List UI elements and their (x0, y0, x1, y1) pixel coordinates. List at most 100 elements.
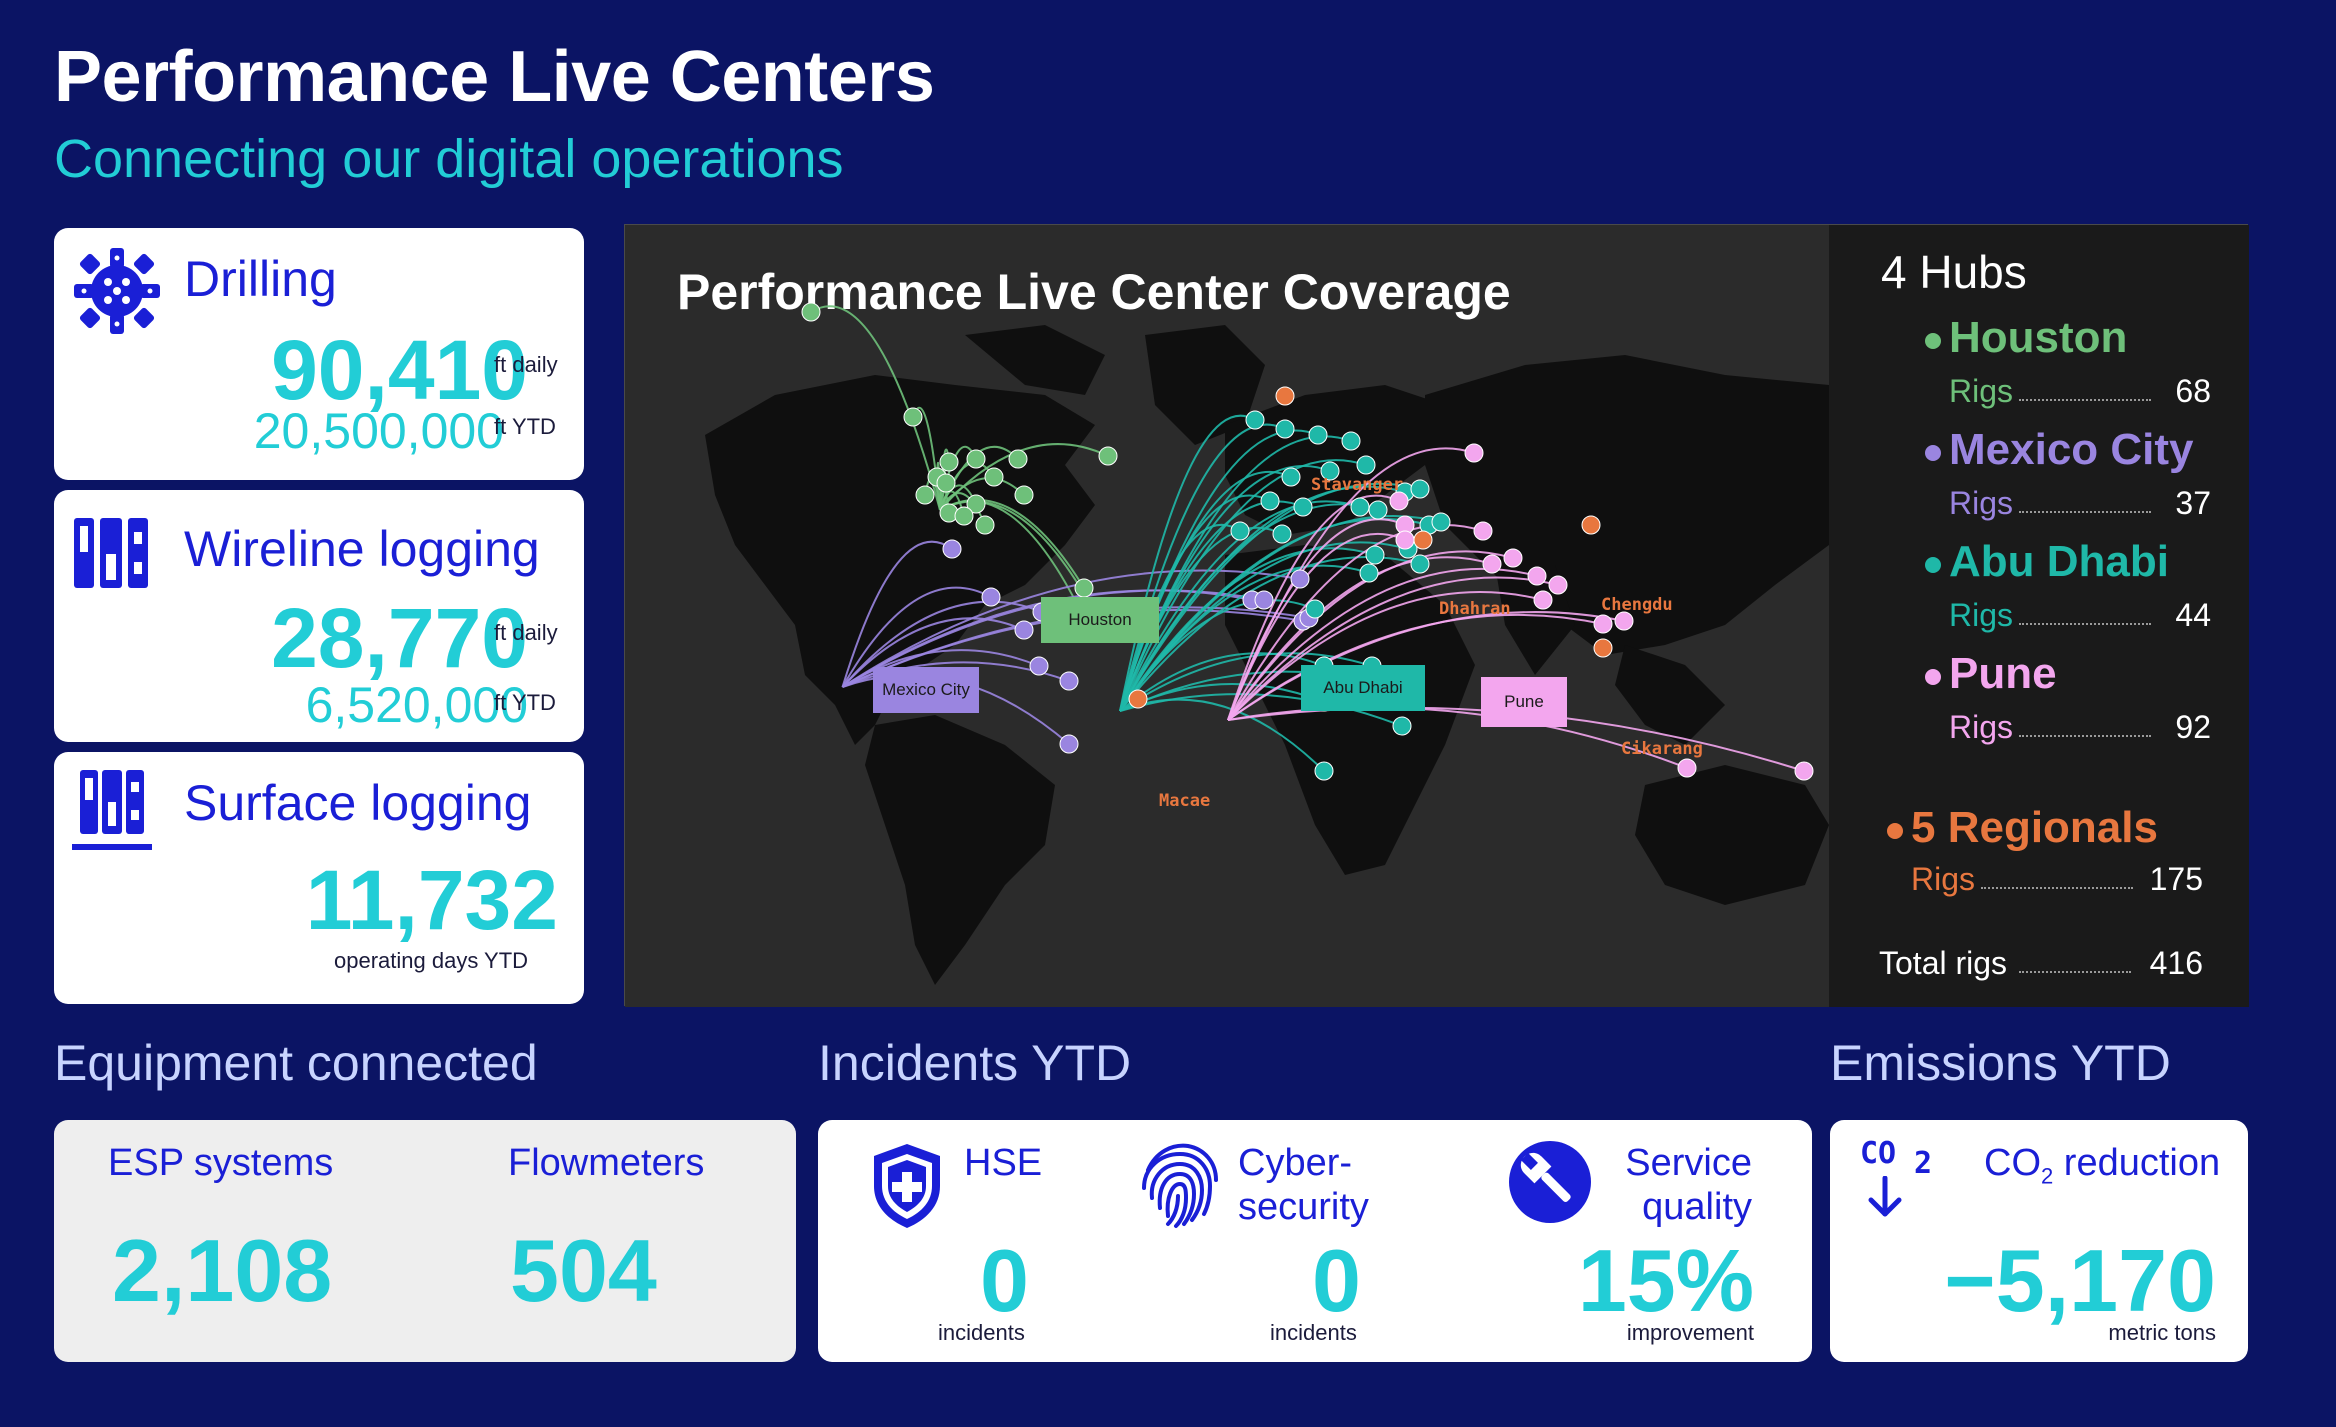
rig-point (1014, 485, 1034, 505)
route-line (1119, 485, 1406, 712)
rig-point (1230, 521, 1250, 541)
co2-label-prefix: CO (1984, 1142, 2041, 1184)
cyber-value: 0 (1312, 1231, 1361, 1330)
emissions-card: CO 2 CO2 reduction −5,170 metric tons (1830, 1120, 2248, 1362)
rig-point (1533, 590, 1553, 610)
route-line (1119, 652, 1373, 712)
rig-point (1008, 449, 1028, 469)
rig-point (1341, 431, 1361, 451)
rig-point (1464, 443, 1484, 463)
drilling-card: Drilling 90,410 ft daily 20,500,000 ft Y… (54, 228, 584, 480)
rig-point (1308, 425, 1328, 445)
rig-point (1359, 563, 1379, 583)
route-line (939, 500, 1082, 613)
rig-point (1677, 758, 1697, 778)
route-line (1227, 494, 1400, 721)
rig-point (1074, 578, 1094, 598)
rig-point (1431, 512, 1451, 532)
rig-point (1614, 611, 1634, 631)
rig-point (1581, 515, 1601, 535)
surface-unit: operating days YTD (334, 948, 529, 973)
rig-point (939, 452, 959, 472)
route-line (1227, 591, 1544, 721)
route-line (1227, 532, 1406, 721)
mexico-city-leader (2019, 511, 2151, 513)
regionals-rigs-value: 175 (2149, 861, 2203, 897)
houston-hub-label: Houston (1041, 597, 1159, 643)
route-line (1119, 482, 1421, 712)
rig-point (1281, 467, 1301, 487)
route-line (1119, 693, 1403, 727)
rig-point (1395, 530, 1415, 550)
route-line (841, 586, 992, 688)
abu-dhabi-dot (1925, 557, 1941, 573)
rig-point (1593, 614, 1613, 634)
rig-point (966, 449, 986, 469)
equipment-section-title: Equipment connected (54, 1035, 538, 1091)
page-subtitle: Connecting our digital operations (54, 129, 844, 189)
rig-point (1254, 590, 1274, 610)
rig-point (1014, 620, 1034, 640)
mexico-city-rigs-label: Rigs (1949, 485, 2014, 521)
wireline-ytd-unit: ft YTD (494, 690, 556, 715)
rig-point (903, 407, 923, 427)
logging-tool-icon (74, 518, 148, 588)
rig-point (1293, 497, 1313, 517)
surface-card: Surface logging 11,732 operating days YT… (54, 752, 584, 1004)
rig-point (1548, 575, 1568, 595)
co2-icon: CO 2 (1860, 1136, 1940, 1236)
rig-point (1305, 599, 1325, 619)
route-line (1227, 611, 1625, 721)
rig-point (1593, 638, 1613, 658)
service-unit: improvement (1626, 1320, 1754, 1345)
rig-point (1410, 479, 1430, 499)
rig-point (1350, 497, 1370, 517)
route-line (939, 443, 1109, 511)
rig-point (954, 506, 974, 526)
surface-logging-icon (72, 770, 152, 850)
co2-unit: metric tons (2108, 1320, 2216, 1345)
flowmeters-label: Flowmeters (508, 1142, 705, 1184)
routes-layer (801, 302, 1814, 781)
abu-dhabi-rigs-label: Rigs (1949, 597, 2014, 633)
route-line (1227, 706, 1688, 769)
wireline-title: Wireline logging (184, 521, 540, 577)
rig-point (1527, 566, 1547, 586)
rig-point (981, 587, 1001, 607)
surface-title: Surface logging (184, 775, 532, 831)
rig-point (1245, 410, 1265, 430)
houston-leader (2019, 399, 2151, 401)
rig-point (1260, 491, 1280, 511)
rig-point (1410, 554, 1430, 574)
rig-point (1275, 419, 1295, 439)
rig-point (1365, 545, 1385, 565)
emissions-section-title: Emissions YTD (1830, 1035, 2171, 1091)
rig-point (1413, 530, 1433, 550)
drilling-daily-unit: ft daily (494, 352, 558, 377)
cikarang-label: Cikarang (1621, 739, 1703, 759)
rig-point (1275, 386, 1295, 406)
route-line (1227, 576, 1559, 721)
abu-dhabi-hub-label: Abu Dhabi (1301, 665, 1425, 711)
rig-point (1389, 491, 1409, 511)
rig-point (942, 539, 962, 559)
rig-point (975, 515, 995, 535)
drilling-daily-value: 90,410 (271, 323, 528, 417)
surface-value: 11,732 (305, 853, 558, 947)
hubs-heading: 4 Hubs (1881, 246, 2027, 298)
rig-point (1794, 761, 1814, 781)
hse-label: HSE (964, 1142, 1043, 1184)
houston-rigs-value: 68 (2175, 373, 2211, 409)
cyber-label-line1: Cyber- (1238, 1142, 1353, 1184)
service-label-line2: quality (1642, 1186, 1752, 1228)
wireline-ytd-value: 6,520,000 (305, 677, 528, 733)
stavanger-label: Stavanger (1311, 475, 1404, 495)
wireline-daily-unit: ft daily (494, 620, 558, 645)
rig-point (1098, 446, 1118, 466)
dhahran-label: Dhahran (1439, 599, 1511, 619)
route-line (841, 569, 1301, 688)
flowmeters-value: 504 (510, 1221, 657, 1320)
route-line (1227, 518, 1406, 721)
route-line (841, 540, 953, 688)
rig-point (1473, 521, 1493, 541)
